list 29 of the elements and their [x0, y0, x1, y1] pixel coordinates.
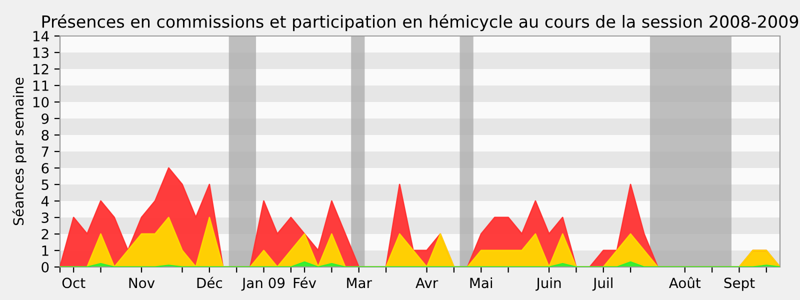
- y-tick-label: 10: [33, 96, 49, 108]
- x-tick-label: Nov: [129, 278, 155, 288]
- y-tick-label: 1: [42, 246, 48, 256]
- chart-title: Présences en commissions et participation en hémicycle au cours de la session 2008-2009: [42, 14, 798, 32]
- y-tick-label: 0: [42, 262, 49, 272]
- y-tick-label: 4: [41, 196, 49, 206]
- y-tick-label: 8: [42, 130, 49, 140]
- y-tick-label: 6: [42, 162, 49, 174]
- x-tick-label: Août: [669, 276, 701, 288]
- y-tick-label: 12: [33, 64, 48, 74]
- x-tick-label: Fév: [294, 276, 316, 288]
- y-tick-label: 9: [42, 113, 49, 124]
- x-tick-label: Juil: [592, 277, 612, 291]
- y-tick-label: 3: [42, 212, 48, 223]
- y-tick-label: 13: [33, 47, 48, 58]
- x-tick-label: Déc: [197, 276, 222, 288]
- y-tick-label: 2: [42, 228, 48, 240]
- y-tick-label: 5: [42, 180, 48, 190]
- x-tick-label: Jan 09: [241, 278, 285, 291]
- x-tick-label: Avr: [416, 278, 438, 288]
- x-tick-label: Sept: [724, 278, 755, 291]
- x-tick-label: Mai: [470, 277, 492, 288]
- y-tick-label: 11: [33, 80, 48, 91]
- x-tick-label: Juin: [536, 277, 561, 291]
- y-tick-label: 7: [42, 146, 48, 157]
- y-axis-title: Séances par semaine: [12, 78, 26, 226]
- x-tick-label: Oct: [62, 278, 86, 288]
- y-tick-label: 14: [33, 31, 49, 42]
- x-tick-label: Mar: [347, 278, 372, 288]
